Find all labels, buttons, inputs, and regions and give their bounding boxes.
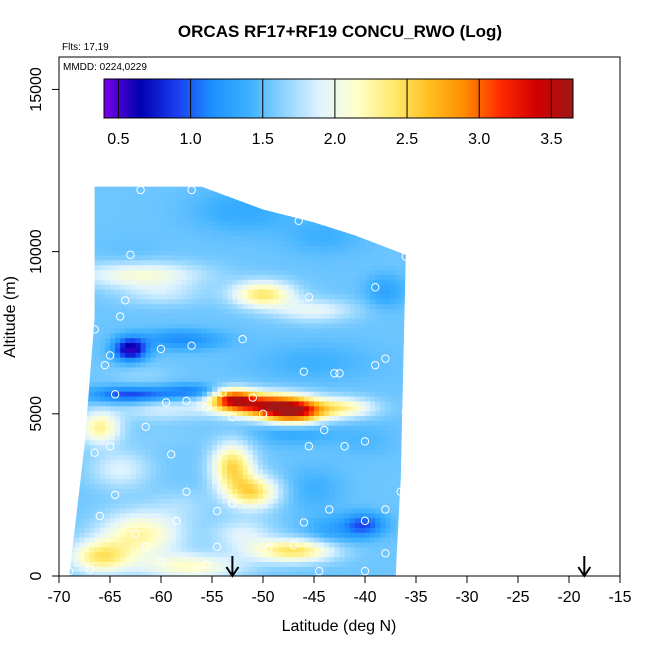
sample-point [126, 250, 135, 260]
x-axis-label: Latitude (deg N) [282, 618, 397, 635]
sample-point [156, 557, 166, 566]
sample-point [304, 292, 314, 302]
sample-point [325, 505, 334, 514]
sample-point [105, 351, 115, 360]
sample-point [320, 425, 329, 435]
sample-point [110, 490, 120, 500]
x-tick-label: -55 [200, 589, 223, 606]
x-tick-label: -45 [302, 589, 325, 606]
sample-point [314, 566, 324, 576]
sample-point [90, 448, 99, 457]
sample-point [172, 516, 181, 526]
sample-point [192, 565, 201, 574]
sample-point [228, 498, 237, 508]
sample-point [396, 487, 405, 496]
down-arrow-icon [577, 556, 592, 578]
sample-point [294, 216, 303, 226]
chart-title: ORCAS RF17+RF19 CONCU_RWO (Log) [178, 22, 502, 41]
y-tick-label: 15000 [28, 67, 45, 112]
x-tick-label: -25 [506, 589, 529, 606]
y-tick-label: 10000 [28, 229, 45, 274]
sample-point [187, 341, 196, 350]
sample-point [90, 325, 99, 334]
y-axis-label: Altitude (m) [2, 276, 19, 358]
sample-point [299, 367, 308, 376]
sample-point [105, 442, 115, 451]
sample-point [116, 312, 125, 321]
sample-point [85, 565, 94, 574]
sample-point [131, 529, 140, 539]
sample-point [100, 360, 110, 370]
sample-point [218, 388, 227, 397]
sample-point [187, 185, 196, 195]
sample-point [304, 442, 314, 451]
colorbar-tick-label: 1.5 [252, 131, 274, 148]
sample-point [360, 566, 370, 576]
sample-point [381, 354, 390, 363]
x-tick-label: -30 [455, 589, 478, 606]
sample-point [401, 252, 410, 261]
x-tick-label: -35 [404, 589, 427, 606]
x-tick-label: -50 [251, 589, 274, 606]
colorbar-tick-label: 3.5 [540, 131, 562, 148]
y-tick-label: 0 [28, 571, 45, 580]
sample-point [401, 407, 410, 417]
sample-point [167, 450, 176, 459]
colorbar-tick-label: 0.5 [107, 131, 129, 148]
sample-point [248, 393, 258, 402]
sample-point [156, 344, 166, 354]
flights-annotation: Flts: 17,19 [62, 42, 109, 53]
colorbar-tick-label: 2.0 [324, 131, 346, 148]
y-axis: 0 5000 10000 15000 [28, 67, 59, 580]
sample-point [371, 283, 380, 292]
dates-annotation: MMDD: 0224,0229 [63, 62, 147, 73]
sample-point [141, 542, 150, 552]
x-tick-label: -65 [98, 589, 121, 606]
plot-frame [58, 56, 621, 577]
sample-point [212, 542, 222, 552]
colorbar-tick-label: 2.5 [396, 131, 418, 148]
sample-point [110, 390, 120, 399]
sample-point [258, 409, 268, 419]
sample-point [330, 369, 339, 378]
x-tick-label: -60 [149, 589, 172, 606]
sample-point [263, 544, 273, 553]
sample-points [65, 185, 410, 576]
sample-point [360, 437, 370, 446]
colorbar-tick-label: 3.0 [468, 131, 490, 148]
colorbar: 0.5 1.0 1.5 2.0 2.5 3.0 3.5 [103, 78, 574, 148]
sample-point [136, 185, 145, 195]
sample-point [202, 403, 212, 412]
colorbar-tick-label: 1.0 [179, 131, 201, 148]
sample-point [299, 518, 308, 527]
sample-point [141, 422, 150, 431]
sample-point [161, 398, 171, 407]
sample-point [182, 396, 191, 406]
sample-point [65, 566, 74, 576]
sample-point [371, 360, 380, 370]
x-tick-label: -40 [353, 589, 376, 606]
sample-point [289, 540, 298, 550]
sample-point [238, 335, 247, 344]
colorbar-gradient [103, 78, 574, 119]
sample-point [212, 506, 222, 516]
sample-point [121, 296, 130, 305]
sample-point [381, 549, 390, 558]
x-tick-label: -15 [608, 589, 631, 606]
sample-point [202, 560, 212, 569]
sample-point [335, 369, 344, 378]
x-axis: -70 -65 -60 -55 -50 -45 -40 -35 -30 -25 -20 -15 [47, 576, 632, 606]
x-tick-label: -20 [557, 589, 580, 606]
sample-point [381, 505, 390, 514]
sample-point [182, 487, 191, 496]
sample-point [95, 511, 105, 521]
y-tick-label: 5000 [28, 396, 45, 432]
sample-point [340, 442, 349, 451]
sample-point [228, 412, 237, 422]
sample-point [360, 516, 370, 526]
x-tick-label: -70 [47, 589, 70, 606]
heatmap-field [69, 186, 406, 576]
